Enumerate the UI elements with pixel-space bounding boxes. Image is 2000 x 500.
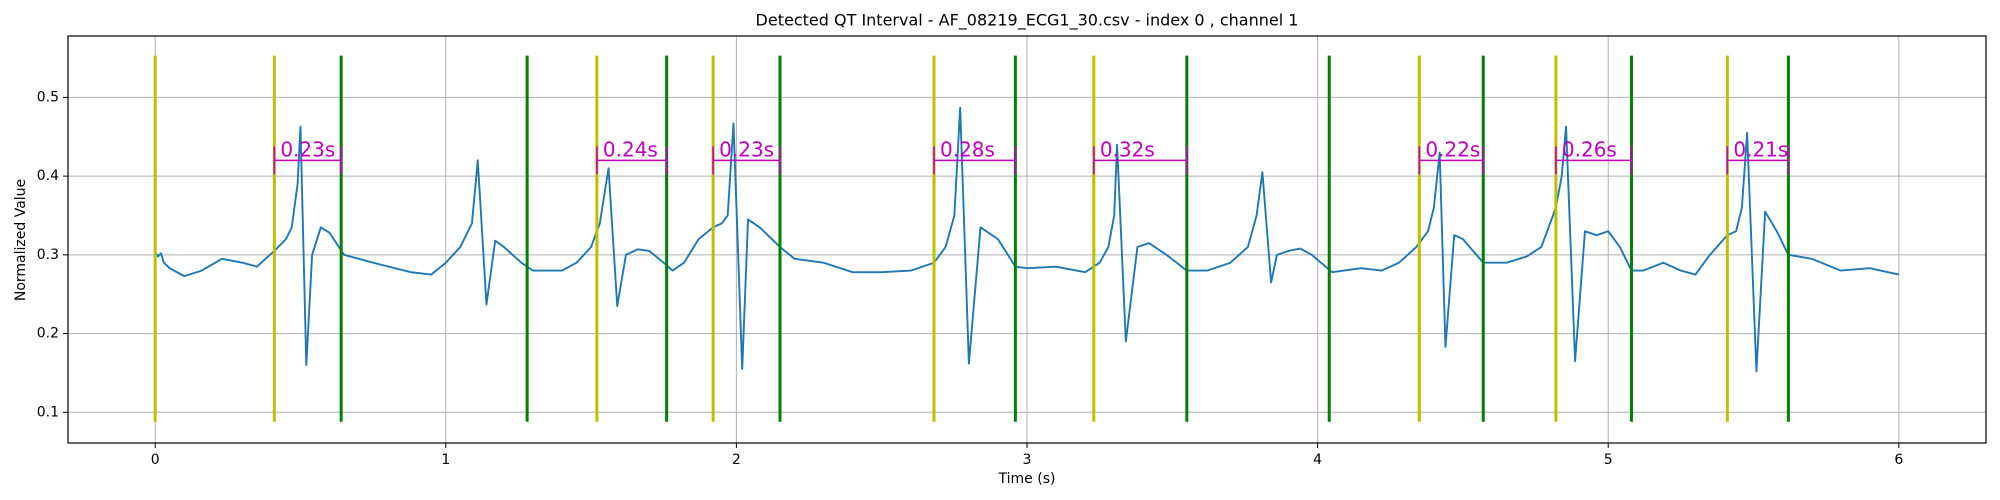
interval-bracket	[1418, 146, 1485, 175]
y-tick-label: 0.4	[37, 168, 59, 184]
x-axis-label: Time (s)	[998, 471, 1056, 487]
x-tick-label: 1	[441, 452, 450, 468]
interval-bracket	[273, 146, 342, 175]
x-tick-label: 0	[151, 452, 160, 468]
interval-label: 0.21s	[1733, 137, 1788, 161]
interval-label: 0.24s	[603, 137, 658, 161]
interval-bracket	[1726, 146, 1790, 175]
interval-bracket	[712, 146, 781, 175]
y-tick-label: 0.2	[37, 326, 59, 342]
y-tick-label: 0.5	[37, 89, 59, 105]
interval-bracket	[596, 146, 668, 175]
interval-label: 0.32s	[1100, 137, 1155, 161]
interval-bracket	[1555, 146, 1633, 175]
interval-label: 0.26s	[1562, 137, 1617, 161]
y-axis-label: Normalized Value	[13, 179, 29, 301]
interval-bracket	[1093, 146, 1188, 175]
x-tick-label: 2	[732, 452, 741, 468]
interval-bracket	[933, 146, 1017, 175]
chart-title: Detected QT Interval - AF_08219_ECG1_30.…	[756, 11, 1299, 31]
y-tick-label: 0.3	[37, 247, 59, 263]
x-tick-label: 6	[1894, 452, 1903, 468]
y-tick-label: 0.1	[37, 404, 59, 420]
x-tick-label: 4	[1313, 452, 1322, 468]
x-tick-label: 3	[1023, 452, 1032, 468]
x-tick-label: 5	[1604, 452, 1613, 468]
ecg-line	[154, 106, 1900, 373]
interval-label: 0.23s	[719, 137, 774, 161]
interval-label: 0.23s	[280, 137, 335, 161]
interval-label: 0.28s	[940, 137, 995, 161]
plot-frame	[67, 35, 1987, 444]
interval-label: 0.22s	[1425, 137, 1480, 161]
